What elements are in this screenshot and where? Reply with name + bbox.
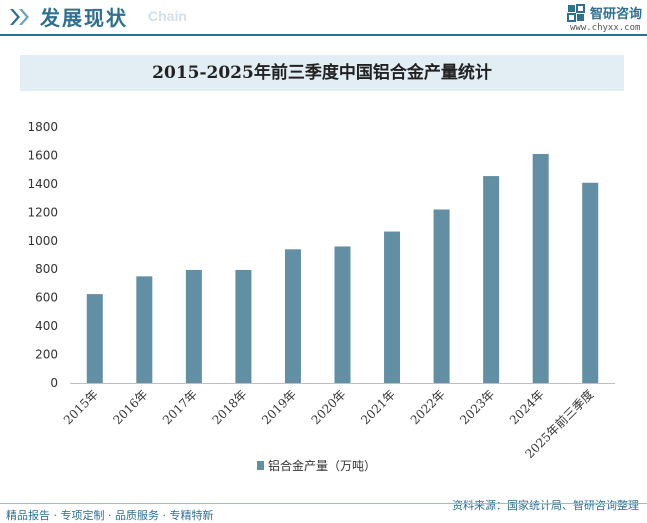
bar <box>532 154 549 383</box>
bar <box>433 209 450 383</box>
x-tick-label: 2017年 <box>160 387 200 427</box>
x-tick-label: 2016年 <box>110 387 150 427</box>
x-tick-label: 2020年 <box>309 387 349 427</box>
legend: 铝合金产量（万吨） <box>257 458 376 473</box>
y-tick-label: 1400 <box>27 177 58 191</box>
chart-title-band: 2015-2025年前三季度中国铝合金产量统计 <box>20 55 624 91</box>
bar <box>136 276 153 383</box>
chart-title: 2015-2025年前三季度中国铝合金产量统计 <box>152 63 492 83</box>
y-tick-label: 1800 <box>27 120 58 134</box>
bar <box>384 231 401 383</box>
bar <box>582 182 599 383</box>
y-tick-label: 400 <box>35 319 58 333</box>
bar <box>483 176 500 383</box>
bar <box>334 246 351 383</box>
footer-divider <box>0 503 647 504</box>
brand-name: 智研咨询 <box>590 7 643 22</box>
source-note: 资料来源：国家统计局、智研咨询整理 <box>452 499 639 512</box>
y-tick-label: 800 <box>35 262 58 276</box>
bar <box>86 294 103 383</box>
x-tick-label: 2019年 <box>259 387 299 427</box>
x-tick-label: 2021年 <box>358 387 398 427</box>
x-tick-label: 2018年 <box>210 387 250 427</box>
x-tick-label: 2022年 <box>408 387 448 427</box>
y-tick-label: 0 <box>50 376 58 390</box>
header-divider <box>0 34 647 36</box>
brand-logo-icon <box>567 4 585 22</box>
legend-swatch <box>257 461 264 470</box>
bar <box>284 249 301 383</box>
bar <box>185 269 202 383</box>
y-tick-label: 600 <box>35 291 58 305</box>
x-axis: 2015年 2016年 2017年 2018年 2019年 2020年 2021年 2022年… <box>61 383 615 461</box>
section-title: 发展现状 <box>40 6 128 30</box>
header: 发展现状 Chain 智研咨询 www.chyxx.com <box>0 0 647 36</box>
y-tick-label: 1200 <box>27 205 58 219</box>
footer-tagline: 精品报告 · 专项定制 · 品质服务 · 专精特新 <box>6 509 214 522</box>
x-tick-label: 2024年 <box>507 387 547 427</box>
bar <box>235 269 252 383</box>
y-tick-label: 1000 <box>27 234 58 248</box>
y-axis: 0 200 400 600 800 1000 1200 1400 1600 1800 <box>27 120 58 390</box>
bars-group <box>86 154 599 383</box>
y-tick-label: 1600 <box>27 148 58 162</box>
x-tick-label: 2023年 <box>457 387 497 427</box>
legend-label: 铝合金产量（万吨） <box>268 458 376 473</box>
y-tick-label: 200 <box>35 348 58 362</box>
brand-url: www.chyxx.com <box>570 23 641 33</box>
arrow-bars-icon <box>10 9 29 25</box>
x-tick-label: 2015年 <box>61 387 101 427</box>
section-subtitle: Chain <box>148 8 187 24</box>
